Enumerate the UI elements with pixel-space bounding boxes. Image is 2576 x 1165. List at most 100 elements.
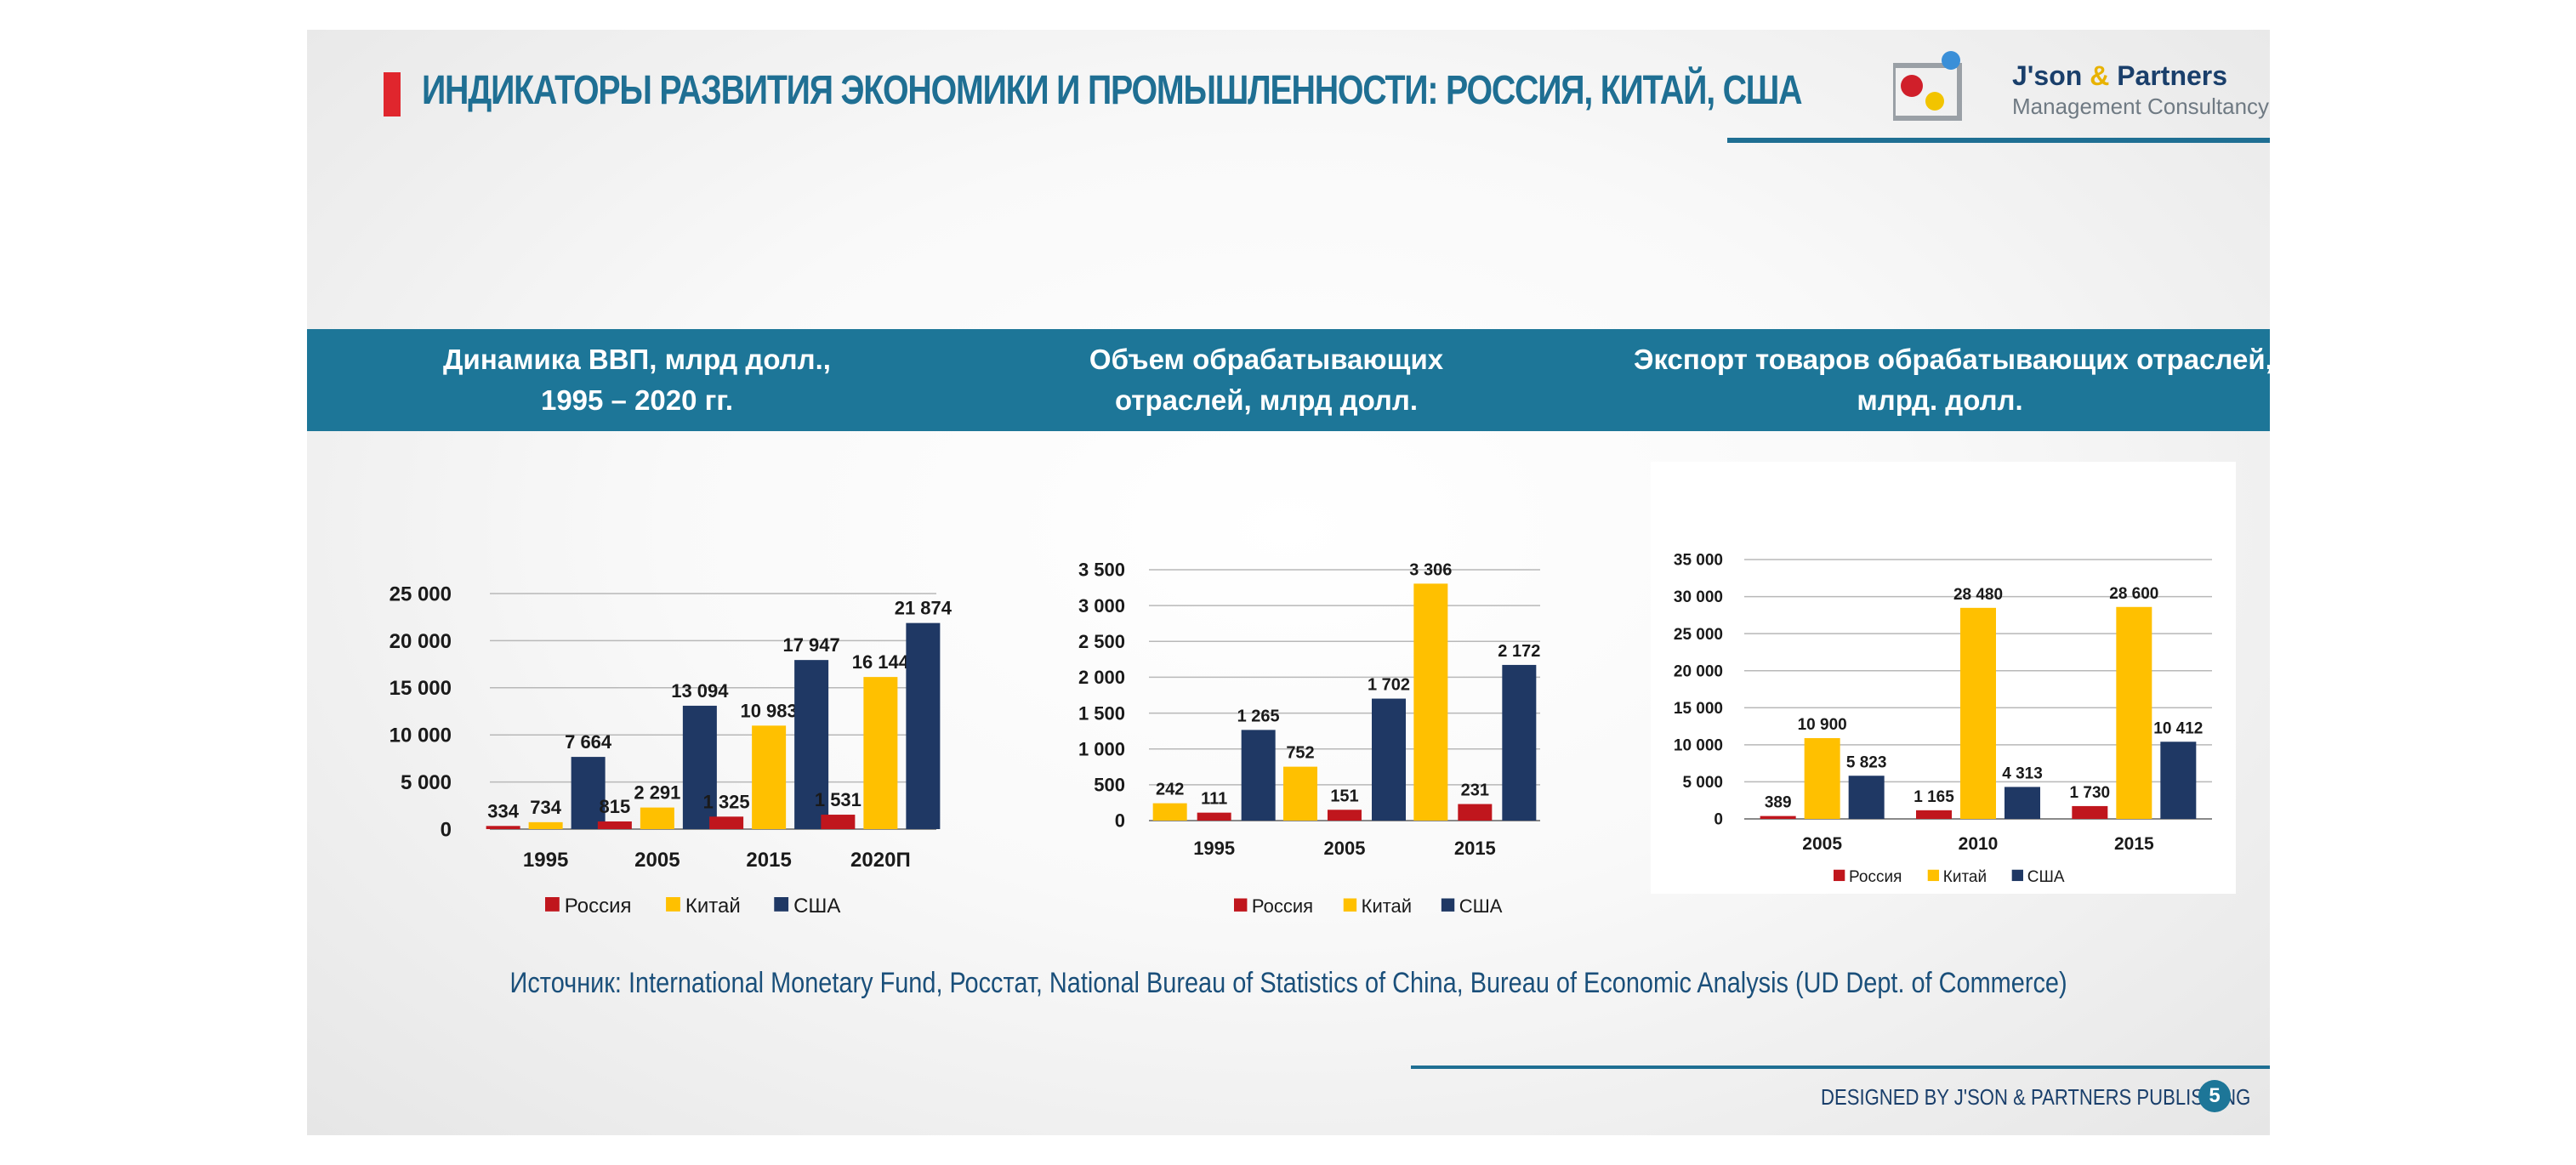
bar-Китай (752, 725, 787, 829)
bar-США (571, 757, 606, 829)
chart3-title: Экспорт товаров обрабатывающих отраслей,… (1634, 344, 2270, 416)
footer-divider (1411, 1066, 2270, 1069)
page-title: ИНДИКАТОРЫ РАЗВИТИЯ ЭКОНОМИКИ И ПРОМЫШЛЕ… (422, 68, 1803, 113)
y-tick-label: 0 (441, 818, 452, 841)
bar-США (682, 705, 717, 829)
x-category-label: 2005 (634, 849, 680, 872)
data-label: 734 (530, 797, 561, 818)
legend-label: США (793, 895, 840, 918)
data-label: 1 730 (2070, 784, 2111, 802)
y-tick-label: 30 000 (1674, 588, 1723, 606)
data-label: 1 325 (703, 791, 750, 812)
data-label: 16 144 (852, 651, 910, 673)
y-tick-label: 15 000 (1674, 700, 1723, 718)
footer-credit: DESIGNED BY J'SON & PARTNERS PUBLISHING (1821, 1084, 2251, 1110)
y-tick-label: 10 000 (1674, 737, 1723, 755)
y-tick-label: 3 000 (1078, 595, 1125, 617)
bar-Китай (1413, 583, 1448, 821)
data-label: 28 480 (1953, 586, 2003, 604)
data-label: 752 (1286, 744, 1314, 763)
x-category-label: 2015 (746, 849, 791, 872)
data-label: 5 823 (1846, 753, 1887, 771)
data-label: 1 265 (1237, 707, 1280, 725)
page-number-badge: 5 (2198, 1080, 2231, 1112)
data-label: 7 664 (565, 731, 612, 753)
data-label: 2 172 (1498, 642, 1540, 661)
legend-swatch-США (1441, 898, 1455, 912)
bar-Россия (821, 815, 856, 829)
legend-label: Россия (1252, 895, 1313, 917)
bar-Китай (528, 821, 563, 829)
data-label: 815 (600, 796, 631, 817)
brand-name: J'son & Partners (2012, 60, 2228, 91)
bar-США (1502, 664, 1537, 821)
data-label: 10 412 (2153, 719, 2203, 737)
y-tick-label: 35 000 (1674, 552, 1723, 570)
data-label: 334 (487, 800, 519, 821)
data-label: 13 094 (671, 680, 729, 702)
data-label: 1 165 (1914, 788, 1954, 806)
bar-США (1848, 776, 1885, 819)
legend-swatch-Россия (1234, 898, 1248, 912)
bar-Россия (2072, 805, 2108, 819)
bar-Россия (1197, 812, 1231, 821)
data-label: 10 900 (1798, 716, 1847, 734)
bar-Россия (1916, 810, 1952, 819)
bar-Китай (1283, 766, 1317, 821)
y-tick-label: 25 000 (1674, 626, 1723, 644)
data-label: 1 702 (1368, 676, 1410, 695)
x-category-label: 2015 (1454, 838, 1496, 859)
legend-label: США (1459, 895, 1503, 917)
data-label: 21 874 (895, 598, 952, 619)
source-note: Источник: International Monetary Fund, Р… (509, 967, 2067, 999)
bar-США (2160, 742, 2197, 819)
y-tick-label: 500 (1094, 775, 1125, 796)
bar-Россия (597, 821, 632, 829)
legend-swatch-Россия (545, 897, 560, 912)
y-tick-label: 20 000 (1674, 662, 1723, 680)
data-label: 17 947 (782, 634, 839, 656)
x-category-label: 2015 (2114, 834, 2154, 854)
data-label: 2 291 (634, 782, 680, 804)
gdp-chart: 0 5 000 10 000 15 000 20 000 25 000 334 734 7 66… (390, 582, 952, 918)
legend-label: США (2027, 868, 2065, 886)
y-tick-label: 5 000 (1682, 774, 1723, 792)
data-label: 3 306 (1409, 560, 1452, 579)
legend-swatch-Китай (1927, 869, 1940, 882)
data-label: 151 (1330, 787, 1358, 805)
legend-swatch-Россия (1834, 869, 1845, 882)
x-category-label: 2005 (1802, 834, 1842, 854)
legend-label: Китай (1362, 895, 1412, 917)
x-category-label: 2005 (1324, 838, 1366, 859)
bar-Китай (640, 807, 674, 829)
bar-Россия (1458, 804, 1493, 821)
legend-label: Китай (1943, 868, 1987, 886)
data-label: 231 (1461, 781, 1489, 800)
manufacturing-export-chart: 0 5 000 10 000 15 000 20 000 25 000 30 000 35 0… (1674, 552, 2212, 886)
brand-logo-icon (1893, 51, 1962, 121)
bar-Россия (1328, 810, 1362, 821)
legend-swatch-США (2011, 869, 2023, 882)
bar-США (794, 660, 829, 829)
chart1-title: Динамика ВВП, млрд долл., 1995 – 2020 гг. (443, 344, 831, 416)
legend-label: Россия (565, 895, 632, 918)
y-tick-label: 20 000 (390, 630, 452, 653)
y-tick-label: 5 000 (401, 771, 452, 794)
y-tick-label: 2 000 (1078, 667, 1125, 688)
brand-subtitle: Management Consultancy (2012, 94, 2270, 119)
bar-Китай (2116, 606, 2152, 819)
y-tick-label: 3 500 (1078, 560, 1125, 581)
data-label: 10 983 (740, 700, 797, 721)
x-category-label: 1995 (523, 849, 568, 872)
chart2-title: Объем обрабатывающих отраслей, млрд долл. (1089, 344, 1444, 416)
data-label: 242 (1156, 781, 1184, 799)
bar-Китай (1960, 607, 1996, 819)
y-tick-label: 10 000 (390, 725, 452, 747)
chart-titles-band: Динамика ВВП, млрд долл., 1995 – 2020 гг.… (307, 329, 2270, 431)
title-accent-bar (384, 72, 401, 116)
bar-США (1241, 730, 1276, 821)
bar-Китай (863, 677, 898, 829)
data-label: 389 (1765, 794, 1792, 812)
x-category-label: 1995 (1193, 838, 1235, 859)
legend-label: Китай (685, 895, 741, 918)
